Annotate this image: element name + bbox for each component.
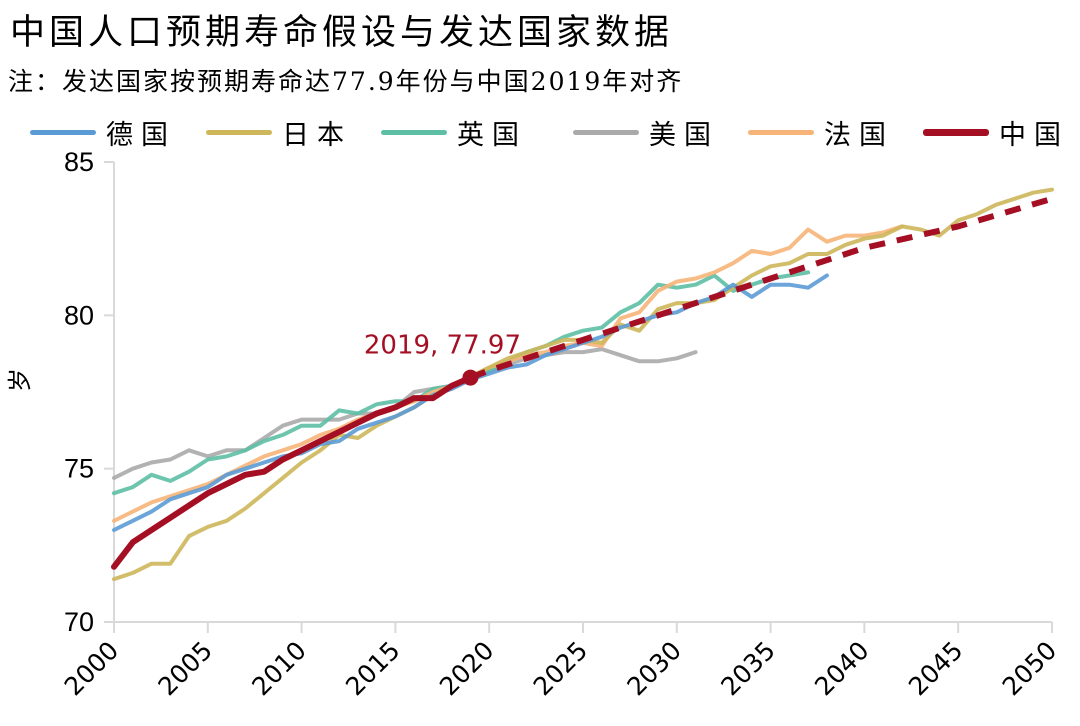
y-tick-label: 85	[64, 147, 94, 177]
legend-swatch-france	[748, 129, 814, 135]
legend-item-china: 中国	[923, 112, 1069, 152]
legend-swatch-china	[923, 128, 989, 136]
x-tick-label: 2015	[340, 636, 405, 701]
y-tick-label: 80	[64, 300, 94, 330]
x-tick-label: 2050	[997, 636, 1062, 701]
chart-subtitle: 注：发达国家按预期寿命达77.9年份与中国2019年对齐	[8, 67, 684, 96]
legend-label-japan: 日本	[282, 119, 352, 151]
legend-item-germany: 德国	[30, 112, 176, 152]
annotation-group: 2019, 77.97	[364, 331, 521, 386]
legend-label-usa: 美国	[649, 119, 719, 151]
legend-label-france: 法国	[824, 119, 894, 151]
legend-label-china: 中国	[999, 119, 1069, 151]
chart-title: 中国人口预期寿命假设与发达国家数据	[10, 13, 674, 53]
x-tick-label: 2025	[528, 636, 593, 701]
legend-swatch-uk	[381, 129, 447, 135]
annotation-label: 2019, 77.97	[364, 331, 521, 361]
series-line-中国	[111, 374, 474, 570]
x-tick-label: 2035	[715, 636, 780, 701]
legend-swatch-usa	[573, 129, 639, 135]
x-tick-label: 2005	[153, 636, 218, 701]
y-tick-label: 75	[64, 454, 94, 484]
legend-item-uk: 英国	[381, 112, 527, 152]
legend-label-germany: 德国	[106, 119, 176, 151]
annotation-marker	[462, 369, 479, 386]
legend-label-uk: 英国	[457, 119, 527, 151]
legend-item-usa: 美国	[573, 112, 719, 152]
series-line-日本	[112, 187, 1054, 582]
series-group	[111, 187, 1054, 582]
legend-item-japan: 日本	[206, 112, 352, 152]
x-tick-label: 2010	[246, 636, 311, 701]
series-line-china-forecast	[469, 195, 1053, 381]
axes: 70 75 80 85 岁 2000 2005 2010 2015 2020 2025 2030 203…	[6, 147, 1062, 701]
legend: 德国 日本 英国 美国 法国 中国	[30, 112, 1080, 152]
legend-item-france: 法国	[748, 112, 894, 152]
series-line-法国	[112, 224, 904, 523]
x-tick-label: 2040	[809, 636, 874, 701]
series-line-德国	[112, 273, 829, 532]
y-tick-label: 70	[64, 607, 94, 637]
legend-swatch-japan	[206, 129, 272, 135]
x-tick-label: 2020	[434, 636, 499, 701]
x-tick-label: 2045	[903, 636, 968, 701]
x-tick-label: 2000	[59, 636, 124, 701]
y-axis-label: 岁	[6, 368, 34, 392]
legend-swatch-germany	[30, 129, 96, 135]
x-tick-label: 2030	[622, 636, 687, 701]
